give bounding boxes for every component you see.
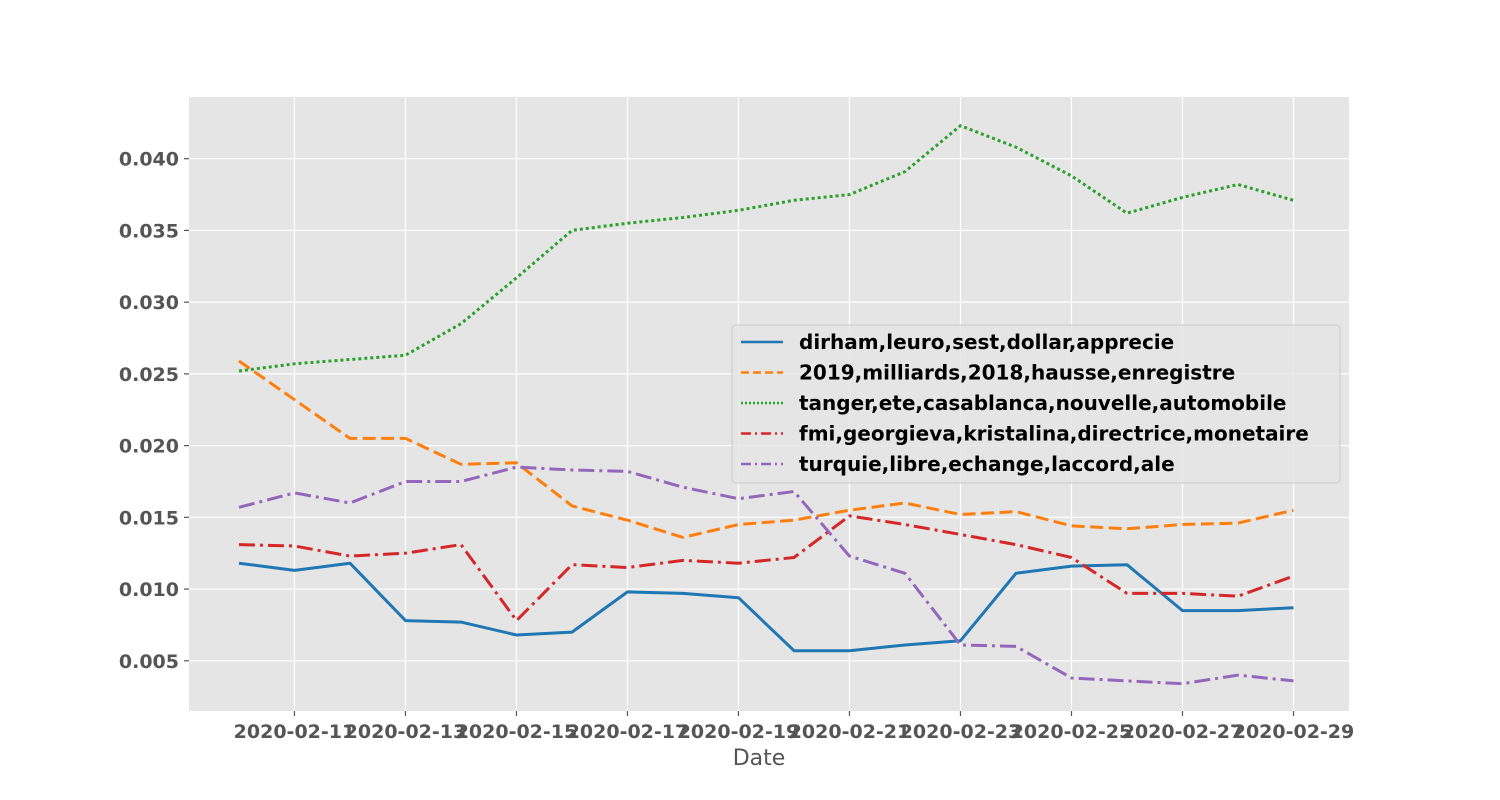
x-tick-label: 2020-02-29 bbox=[1233, 721, 1355, 743]
x-tick-label: 2020-02-15 bbox=[456, 721, 578, 743]
x-tick-label: 2020-02-17 bbox=[567, 721, 689, 743]
y-tick-label: 0.030 bbox=[119, 292, 179, 314]
y-tick-label: 0.035 bbox=[119, 220, 179, 242]
y-axis-ticks: 0.005 0.010 0.015 0.020 0.025 0.030 0.035 0.040 bbox=[119, 149, 189, 673]
x-tick-label: 2020-02-23 bbox=[900, 721, 1022, 743]
y-tick-label: 0.020 bbox=[119, 436, 179, 458]
x-tick-label: 2020-02-13 bbox=[345, 721, 467, 743]
y-tick-label: 0.010 bbox=[119, 579, 179, 601]
y-tick-label: 0.025 bbox=[119, 364, 179, 386]
x-tick-label: 2020-02-27 bbox=[1122, 721, 1244, 743]
y-tick-label: 0.040 bbox=[119, 149, 179, 171]
y-tick-label: 0.005 bbox=[119, 651, 179, 673]
series-line-3 bbox=[238, 124, 1294, 373]
legend-box bbox=[731, 324, 1341, 484]
legend-label: dirham,leuro,sest,dollar,apprecie bbox=[799, 330, 1174, 354]
series-lines bbox=[238, 124, 1295, 686]
series-line-4 bbox=[238, 514, 1295, 623]
y-tick-label: 0.015 bbox=[119, 507, 179, 529]
legend-label: turquie,libre,echange,laccord,ale bbox=[799, 452, 1175, 476]
legend-label: 2019,milliards,2018,hausse,enregistre bbox=[799, 361, 1235, 385]
x-tick-label: 2020-02-19 bbox=[678, 721, 800, 743]
x-axis-title: Date bbox=[733, 746, 786, 771]
series-line-1 bbox=[238, 561, 1294, 653]
legend-label: fmi,georgieva,kristalina,directrice,mone… bbox=[799, 422, 1309, 446]
x-tick-label: 2020-02-25 bbox=[1011, 721, 1133, 743]
x-tick-label: 2020-02-11 bbox=[234, 721, 356, 743]
series-line-5 bbox=[238, 465, 1294, 686]
x-tick-label: 2020-02-21 bbox=[789, 721, 911, 743]
legend: dirham,leuro,sest,dollar,apprecie 2019,mi… bbox=[731, 324, 1341, 484]
series-line-2 bbox=[238, 359, 1294, 539]
legend-label: tanger,ete,casablanca,nouvelle,automobil… bbox=[799, 391, 1287, 415]
x-axis-ticks: 2020-02-112020-02-132020-02-152020-02-17… bbox=[234, 711, 1355, 743]
